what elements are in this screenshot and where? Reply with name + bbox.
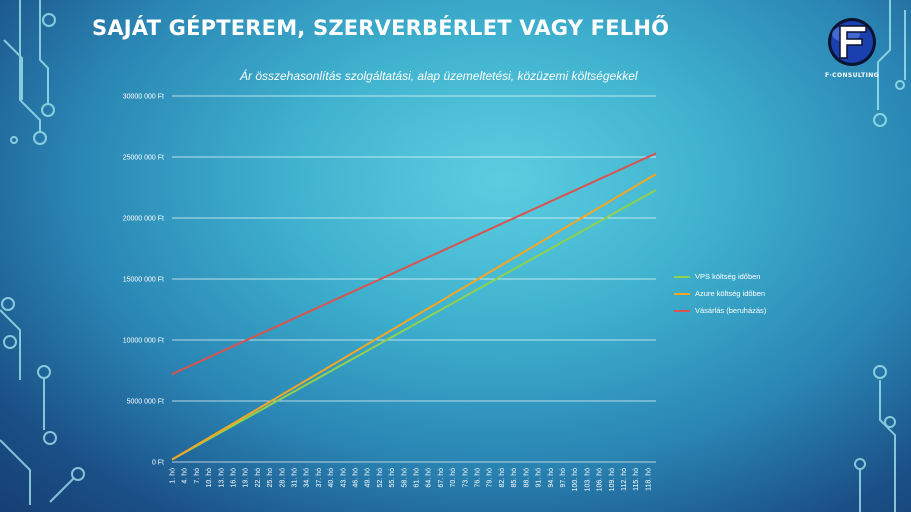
legend-swatch-azure <box>674 292 690 295</box>
x-tick-label: 34. hó <box>304 468 311 488</box>
legend-item-purchase: Vásárlás (beruházás) <box>674 302 766 319</box>
x-tick-label: 46. hó <box>353 468 360 488</box>
x-tick-label: 94. hó <box>548 468 555 488</box>
chart-legend: VPS költség időben Azure költség időben … <box>674 268 766 319</box>
legend-swatch-purchase <box>674 309 690 312</box>
x-tick-label: 97. hó <box>560 468 567 488</box>
y-tick-label: 25000 000 Ft <box>123 155 164 162</box>
legend-item-vps: VPS költség időben <box>674 268 766 285</box>
x-tick-label: 76. hó <box>475 468 482 488</box>
series-line-azure-line <box>171 173 657 461</box>
y-tick-label: 0 Ft <box>152 460 164 467</box>
x-tick-label: 37. hó <box>316 468 323 488</box>
logo-f-icon <box>828 18 876 66</box>
x-tick-label: 4. hó <box>182 468 189 484</box>
x-tick-label: 61. hó <box>414 468 421 488</box>
x-tick-label: 40. hó <box>328 468 335 488</box>
x-tick-label: 70. hó <box>450 468 457 488</box>
x-tick-label: 49. hó <box>365 468 372 488</box>
slide-title: SAJÁT GÉPTEREM, SZERVERBÉRLET VAGY FELHŐ <box>92 16 670 40</box>
x-tick-label: 16. hó <box>231 468 238 488</box>
x-tick-label: 52. hó <box>377 468 384 488</box>
series-line-purchase-line <box>171 152 657 376</box>
legend-label-azure: Azure költség időben <box>695 289 766 298</box>
x-tick-label: 64. hó <box>426 468 433 488</box>
x-tick-label: 22. hó <box>255 468 262 488</box>
x-tick-label: 13. hó <box>218 468 225 488</box>
y-tick-label: 15000 000 Ft <box>123 277 164 284</box>
x-tick-label: 7. hó <box>194 468 201 484</box>
y-tick-label: 10000 000 Ft <box>123 338 164 345</box>
x-tick-label: 1. hó <box>170 468 177 484</box>
x-tick-label: 43. hó <box>340 468 347 488</box>
x-tick-label: 73. hó <box>462 468 469 488</box>
x-tick-label: 100. hó <box>572 468 579 491</box>
legend-label-vps: VPS költség időben <box>695 272 761 281</box>
x-tick-label: 31. hó <box>292 468 299 488</box>
x-tick-label: 79. hó <box>487 468 494 488</box>
logo-text: F·CONSULTING <box>825 72 879 79</box>
x-tick-label: 112. hó <box>621 468 628 491</box>
x-tick-label: 58. hó <box>401 468 408 488</box>
chart-title: Ár összehasonlítás szolgáltatási, alap ü… <box>240 69 638 83</box>
x-tick-label: 115. hó <box>633 468 640 491</box>
y-tick-label: 5000 000 Ft <box>127 399 164 406</box>
series-line-vps-line <box>171 189 657 461</box>
x-tick-label: 91. hó <box>536 468 543 488</box>
legend-label-purchase: Vásárlás (beruházás) <box>695 306 767 315</box>
x-tick-label: 109. hó <box>609 468 616 491</box>
company-logo: F·CONSULTING <box>816 14 888 84</box>
x-tick-label: 106. hó <box>597 468 604 491</box>
legend-item-azure: Azure költség időben <box>674 285 766 302</box>
x-tick-label: 28. hó <box>279 468 286 488</box>
y-tick-label: 20000 000 Ft <box>123 216 164 223</box>
x-tick-label: 103. hó <box>584 468 591 491</box>
x-tick-label: 19. hó <box>243 468 250 488</box>
x-tick-label: 118. hó <box>645 468 652 491</box>
legend-swatch-vps <box>674 275 690 278</box>
x-tick-label: 82. hó <box>499 468 506 488</box>
x-tick-label: 10. hó <box>206 468 213 488</box>
x-tick-label: 55. hó <box>389 468 396 488</box>
x-tick-label: 67. hó <box>438 468 445 488</box>
x-tick-label: 85. hó <box>511 468 518 488</box>
x-tick-label: 25. hó <box>267 468 274 488</box>
x-tick-label: 88. hó <box>523 468 530 488</box>
y-tick-label: 30000 000 Ft <box>123 94 164 101</box>
